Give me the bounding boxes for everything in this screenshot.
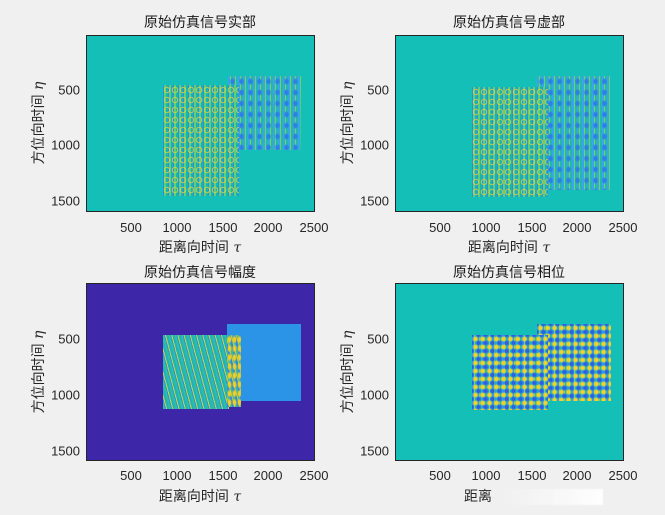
watermark-overlay xyxy=(503,489,603,505)
x-tick: 2000 xyxy=(253,220,283,235)
y-label-text: 方位向时间 xyxy=(31,94,47,165)
y-tick: 1000 xyxy=(51,387,80,403)
panel-title: 原始仿真信号实部 xyxy=(144,15,256,31)
x-axis-label: 距离向时间 τ xyxy=(159,237,241,257)
panel-title: 原始仿真信号虚部 xyxy=(453,15,565,31)
target-region-2 xyxy=(537,76,610,190)
panel-title: 原始仿真信号相位 xyxy=(453,265,565,281)
x-tick: 1000 xyxy=(162,468,192,483)
x-tick: 1000 xyxy=(162,220,192,235)
heatmap-axes xyxy=(86,35,315,212)
target-region-1b xyxy=(163,85,239,196)
x-tick: 500 xyxy=(120,468,142,483)
y-tick: 1000 xyxy=(360,137,389,153)
x-label-text: 距离向时间 xyxy=(158,489,229,505)
x-tick: 2500 xyxy=(608,468,638,483)
overlap-region xyxy=(227,335,241,407)
heatmap-axes xyxy=(395,35,624,212)
panel-title: 原始仿真信号幅度 xyxy=(144,265,256,281)
y-tick: 1500 xyxy=(51,443,80,459)
x-tick: 500 xyxy=(429,468,451,483)
y-tick: 500 xyxy=(58,331,80,347)
x-label-text: 距离向时间 xyxy=(158,240,229,256)
eta-symbol: η xyxy=(340,330,356,339)
x-label-text: 距离向时间 xyxy=(467,240,538,256)
x-tick: 2000 xyxy=(253,468,283,483)
tau-symbol: τ xyxy=(233,240,242,256)
target-region-2 xyxy=(228,76,301,150)
y-tick: 1500 xyxy=(51,193,80,209)
y-tick: 1000 xyxy=(360,387,389,403)
x-label-text: 距离 xyxy=(464,489,492,505)
eta-symbol: η xyxy=(31,330,47,339)
x-axis-label: 距离向时间 τ xyxy=(159,486,241,506)
y-tick: 500 xyxy=(58,82,80,98)
x-tick: 2500 xyxy=(299,468,329,483)
x-tick: 2000 xyxy=(562,220,592,235)
x-tick: 2500 xyxy=(299,220,329,235)
x-axis-label: 距离向时间 τ xyxy=(468,237,550,257)
x-tick: 500 xyxy=(120,220,142,235)
x-tick: 2000 xyxy=(562,468,592,483)
x-tick: 1500 xyxy=(517,220,547,235)
x-tick: 1500 xyxy=(208,220,238,235)
eta-symbol: η xyxy=(31,81,47,90)
heatmap-axes xyxy=(86,283,315,461)
tau-symbol: τ xyxy=(233,489,242,505)
target-region-1 xyxy=(163,335,229,409)
y-tick: 1000 xyxy=(51,137,80,153)
y-label-text: 方位向时间 xyxy=(31,343,47,414)
heatmap-axes xyxy=(395,283,624,461)
x-tick: 1500 xyxy=(208,468,238,483)
tau-symbol: τ xyxy=(542,240,551,256)
x-axis-label: 距离 xyxy=(464,486,492,506)
y-label-text: 方位向时间 xyxy=(340,94,356,165)
y-tick: 500 xyxy=(367,82,389,98)
y-axis-label: 方位向时间 η xyxy=(28,82,48,165)
x-tick: 1000 xyxy=(471,468,501,483)
y-tick: 1500 xyxy=(360,443,389,459)
y-tick: 1500 xyxy=(360,193,389,209)
eta-symbol: η xyxy=(340,81,356,90)
x-tick: 1500 xyxy=(517,468,547,483)
x-tick: 500 xyxy=(429,220,451,235)
y-tick: 500 xyxy=(367,331,389,347)
target-region-2 xyxy=(537,324,611,401)
y-axis-label: 方位向时间 η xyxy=(337,331,357,414)
x-tick: 2500 xyxy=(608,220,638,235)
y-label-text: 方位向时间 xyxy=(340,343,356,414)
x-tick: 1000 xyxy=(471,220,501,235)
y-axis-label: 方位向时间 η xyxy=(337,82,357,165)
y-axis-label: 方位向时间 η xyxy=(28,331,48,414)
target-region-1 xyxy=(472,335,548,410)
target-region-1 xyxy=(472,87,548,197)
